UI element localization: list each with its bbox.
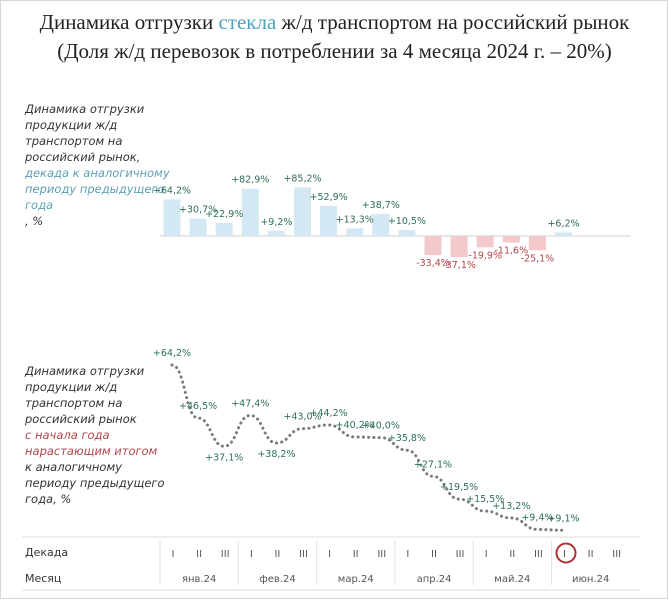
decade-tick-6-1: I bbox=[563, 549, 566, 560]
month-label-6: июн.24 bbox=[572, 574, 609, 585]
bar-value-label-10: +10,5% bbox=[388, 216, 426, 227]
top-chart-description: Динамика отгрузки продукции ж/д транспор… bbox=[25, 102, 170, 228]
decade-tick-3-2: II bbox=[353, 549, 359, 560]
decade-tick-5-2: II bbox=[509, 549, 515, 560]
month-label-2: фев.24 bbox=[259, 574, 296, 585]
bar-2 bbox=[189, 218, 207, 236]
bar-7 bbox=[320, 205, 338, 236]
line-value-label-13: +15,5% bbox=[466, 494, 504, 505]
decade-tick-1-1: I bbox=[172, 549, 175, 560]
bar-13 bbox=[476, 236, 494, 248]
decade-tick-5-3: III bbox=[534, 549, 543, 560]
line-value-label-12: +19,5% bbox=[440, 482, 478, 493]
line-value-label-8: +40,2% bbox=[336, 420, 374, 431]
bar-16 bbox=[555, 232, 572, 236]
decade-tick-2-3: III bbox=[299, 549, 308, 560]
line-value-label-16: +9,1% bbox=[547, 513, 579, 524]
decade-tick-6-2: II bbox=[588, 549, 594, 560]
bar-15 bbox=[528, 236, 546, 251]
bar-value-label-16: +6,2% bbox=[547, 218, 579, 229]
bar-value-label-11: -33,4% bbox=[416, 258, 450, 269]
bar-1 bbox=[163, 199, 181, 236]
bar-value-label-6: +85,2% bbox=[283, 173, 321, 184]
month-label-3: мар.24 bbox=[338, 574, 374, 585]
bar-value-label-8: +13,3% bbox=[336, 214, 374, 225]
title-accent-word: стекла bbox=[218, 10, 277, 34]
month-label-5: май.24 bbox=[494, 574, 530, 585]
bar-series bbox=[163, 187, 572, 258]
bar-value-label-12: -37,1% bbox=[442, 260, 476, 271]
decade-tick-3-3: III bbox=[377, 549, 386, 560]
bar-value-label-15: -25,1% bbox=[521, 253, 555, 264]
line-value-label-14: +13,2% bbox=[492, 501, 530, 512]
decade-tick-6-3: III bbox=[612, 549, 621, 560]
decade-tick-4-3: III bbox=[456, 549, 465, 560]
bar-8 bbox=[346, 228, 364, 236]
decade-axis-label: Декада bbox=[25, 546, 68, 559]
bar-value-label-2: +30,7% bbox=[179, 205, 217, 216]
decade-tick-2-1: I bbox=[250, 549, 253, 560]
line-value-label-1: +64,2% bbox=[153, 348, 191, 359]
month-axis-label: Месяц bbox=[25, 572, 61, 585]
decade-tick-1-3: III bbox=[221, 549, 230, 560]
month-label-1: янв.24 bbox=[182, 574, 216, 585]
month-label-4: апр.24 bbox=[417, 574, 452, 585]
bar-value-label-9: +38,7% bbox=[362, 200, 400, 211]
bar-value-label-13: -19,9% bbox=[468, 250, 502, 261]
bar-10 bbox=[398, 230, 416, 236]
bar-value-label-1: +64,2% bbox=[153, 185, 191, 196]
bar-6 bbox=[294, 187, 311, 236]
bar-9 bbox=[372, 213, 390, 236]
line-labels: +64,2% +46,5% +37,1% +47,4% +38,2% +43,0%+44,… bbox=[153, 348, 580, 524]
cumulative-line bbox=[170, 363, 565, 532]
bottom-chart-description: Динамика отгрузки продукции ж/д транспор… bbox=[25, 364, 165, 506]
title-line-1: Динамика отгрузки стекла ж/д транспортом… bbox=[39, 10, 630, 34]
bar-value-label-14: -11,6% bbox=[494, 246, 528, 257]
decade-tick-4-1: I bbox=[406, 549, 409, 560]
line-value-label-5: +38,2% bbox=[257, 449, 295, 460]
bar-11 bbox=[424, 236, 442, 256]
cumulative-line-series bbox=[170, 363, 565, 532]
line-value-label-11: +27,1% bbox=[414, 459, 452, 470]
line-value-label-7: +44,2% bbox=[310, 408, 348, 419]
line-value-label-2: +46,5% bbox=[179, 401, 217, 412]
decade-tick-2-2: II bbox=[274, 549, 280, 560]
bar-value-label-3: +22,9% bbox=[205, 209, 243, 220]
bar-3 bbox=[215, 222, 233, 236]
bar-4 bbox=[241, 188, 259, 236]
bar-5 bbox=[267, 230, 285, 236]
line-value-label-3: +37,1% bbox=[205, 452, 243, 463]
line-value-label-15: +9,4% bbox=[521, 512, 553, 523]
bar-12 bbox=[450, 236, 468, 258]
title-line-2: (Доля ж/д перевозок в потреблении за 4 м… bbox=[57, 39, 612, 63]
line-value-label-10: +35,8% bbox=[388, 433, 426, 444]
current-decade-highlight bbox=[555, 542, 577, 564]
decade-tick-3-1: I bbox=[328, 549, 331, 560]
bar-labels: +64,2% +30,7%+22,9% +82,9% +9,2% +85,2% +52,9… bbox=[153, 173, 580, 271]
bar-14 bbox=[502, 236, 520, 243]
decade-tick-5-1: I bbox=[485, 549, 488, 560]
bar-value-label-4: +82,9% bbox=[231, 175, 269, 186]
decade-tick-1-2: II bbox=[196, 549, 202, 560]
decade-tick-4-2: II bbox=[431, 549, 437, 560]
bar-value-label-5: +9,2% bbox=[260, 217, 292, 228]
chart-title: Динамика отгрузки стекла ж/д транспортом… bbox=[0, 8, 669, 66]
bar-value-label-7: +52,9% bbox=[310, 192, 348, 203]
line-value-label-4: +47,4% bbox=[231, 398, 269, 409]
line-value-label-9: +40,0% bbox=[362, 421, 400, 432]
line-value-label-6: +43,0% bbox=[283, 412, 321, 423]
